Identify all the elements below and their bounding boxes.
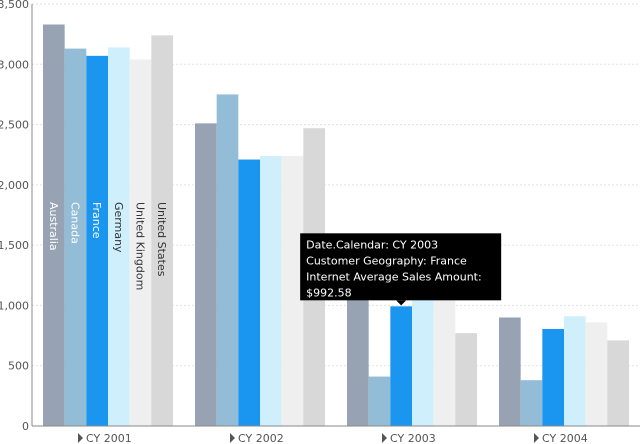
- series-label: France: [90, 202, 103, 239]
- bar[interactable]: [238, 159, 260, 426]
- bar[interactable]: [86, 55, 108, 427]
- expand-icon[interactable]: [78, 433, 83, 443]
- series-label: Germany: [112, 202, 125, 253]
- bar[interactable]: [151, 35, 173, 426]
- y-tick-label: 0: [22, 420, 29, 433]
- series-label: Canada: [69, 202, 82, 244]
- tooltip-text: Internet Average Sales Amount:: [306, 270, 482, 283]
- tooltip-text: $992.58: [306, 286, 352, 299]
- bar[interactable]: [64, 48, 87, 427]
- bar[interactable]: [108, 47, 130, 427]
- bar[interactable]: [129, 59, 152, 426]
- bar[interactable]: [260, 155, 282, 427]
- bar[interactable]: [347, 287, 369, 426]
- y-tick-label: 2,500: [0, 119, 29, 132]
- y-tick-label: 3,000: [0, 58, 29, 71]
- bar[interactable]: [412, 295, 434, 426]
- tooltip-text: Customer Geography: France: [306, 254, 467, 267]
- bar[interactable]: [520, 380, 543, 426]
- tooltip-text: Date.Calendar: CY 2003: [306, 238, 438, 251]
- expand-icon[interactable]: [534, 433, 539, 443]
- bar[interactable]: [542, 328, 564, 426]
- y-tick-label: 3,500: [0, 0, 29, 11]
- bar[interactable]: [195, 123, 217, 426]
- expand-icon[interactable]: [382, 433, 387, 443]
- tooltip-pointer: [396, 300, 407, 306]
- bar[interactable]: [368, 376, 391, 426]
- bar[interactable]: [499, 317, 521, 426]
- bar[interactable]: [281, 155, 304, 427]
- bar[interactable]: [455, 333, 477, 426]
- expand-icon[interactable]: [230, 433, 235, 443]
- x-tick-label: CY 2001: [86, 432, 132, 444]
- series-label: United Kingdom: [134, 202, 147, 290]
- y-tick-label: 2,000: [0, 179, 29, 192]
- bar[interactable]: [216, 94, 239, 426]
- y-tick-label: 1,000: [0, 299, 29, 312]
- bar[interactable]: [390, 306, 412, 426]
- bar[interactable]: [433, 299, 456, 426]
- bar[interactable]: [585, 322, 608, 426]
- x-tick-label: CY 2002: [238, 432, 284, 444]
- tooltip: [300, 233, 502, 301]
- series-label: Australia: [47, 202, 60, 251]
- series-label: United States: [155, 202, 168, 277]
- bar[interactable]: [564, 316, 586, 426]
- x-tick-label: CY 2004: [542, 432, 588, 444]
- bar[interactable]: [43, 24, 65, 427]
- x-tick-label: CY 2003: [390, 432, 436, 444]
- y-tick-label: 500: [8, 360, 29, 373]
- bar[interactable]: [607, 340, 629, 426]
- y-tick-label: 1,500: [0, 239, 29, 252]
